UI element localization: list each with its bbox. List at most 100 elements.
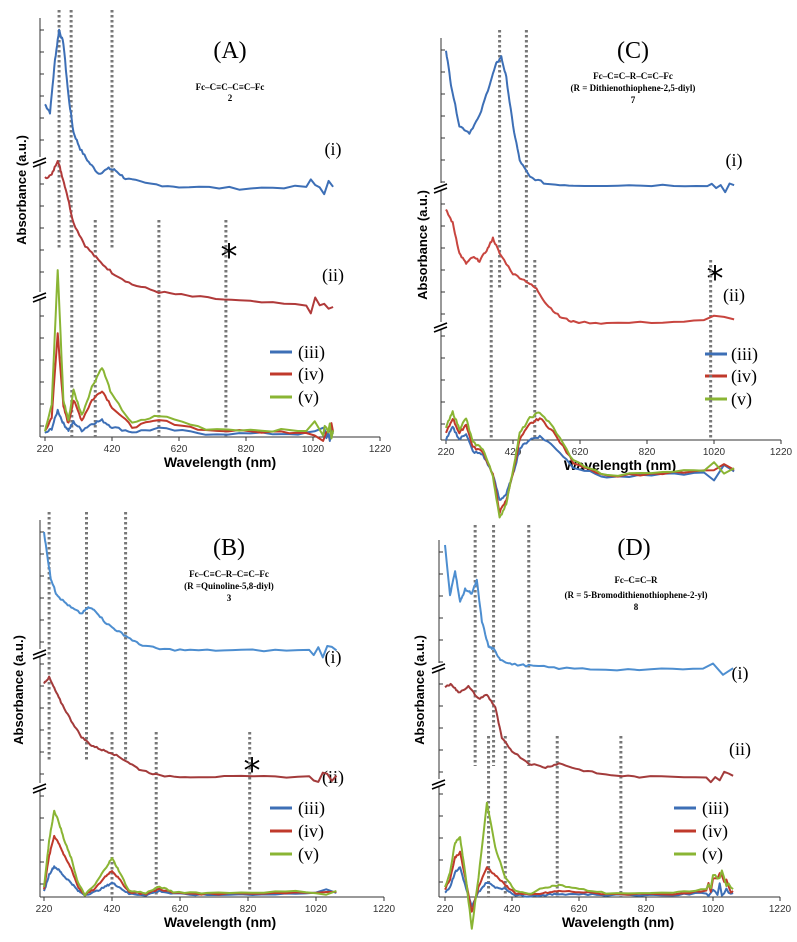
panel-b-axis-break-mark <box>32 649 47 656</box>
panel-d-series-ii <box>444 682 734 784</box>
panel-a-series-iii <box>44 408 335 442</box>
panel-d-axis-break-mark <box>431 663 446 670</box>
panel-c-compound-formula: Fc–C≡C–R–C≡C–Fc <box>593 71 673 81</box>
panel-b-legend-label-iii: (iii) <box>298 798 325 819</box>
panel-d-title: (D) <box>617 535 650 561</box>
panel-d-compound-formula: Fc–C≡C–R <box>614 575 658 585</box>
panel-b-title: (B) <box>213 535 245 561</box>
panel-c-series-v <box>445 410 735 519</box>
panel-b-axis-break-mark <box>32 783 47 790</box>
panel-b-trace-label-ii: (ii) <box>322 767 344 788</box>
panel-a-x-tick: 420 <box>104 444 121 455</box>
panel-b-trace-label-i: (i) <box>325 647 342 668</box>
panel-b-series-i <box>43 531 338 659</box>
panel-a-series-i <box>44 28 334 196</box>
panel-c-x-tick: 220 <box>438 447 455 458</box>
panel-c-axis-break-mark <box>433 322 448 329</box>
panel-a-x-tick: 620 <box>171 444 188 455</box>
panel-c-legend-label-iii: (iii) <box>731 344 758 365</box>
panel-b-axis-break-mark <box>32 787 47 794</box>
panel-d-axis-break-mark <box>431 783 446 790</box>
panel-d-x-tick: 620 <box>571 904 588 915</box>
panel-c-x-tick: 420 <box>505 447 522 458</box>
panel-d-x-tick: 820 <box>638 904 655 915</box>
panel-a-star-marker: * <box>221 237 238 277</box>
panel-d-series-v <box>444 801 734 930</box>
panel-b-x-axis-label: Wavelength (nm) <box>164 914 276 930</box>
panel-a-x-tick: 1220 <box>369 444 392 455</box>
panel-d-y-axis-label: Absorbance (a.u.) <box>412 635 427 745</box>
panel-a-legend-label-v: (v) <box>298 387 319 408</box>
panel-c-x-tick: 620 <box>572 447 589 458</box>
panel-d-series-i <box>444 544 734 676</box>
panel-c-legend-label-v: (v) <box>731 389 752 410</box>
panel-a-axis-break-mark <box>32 157 47 164</box>
panel-c-trace-label-i: (i) <box>726 150 743 171</box>
panel-d-x-axis-label: Wavelength (nm) <box>562 914 674 930</box>
panel-c-title: (C) <box>617 38 649 64</box>
panel-a-legend-label-iv: (iv) <box>298 364 324 385</box>
panel-b-x-tick: 1220 <box>373 904 396 915</box>
panel-c-compound-substituent: (R = Dithienothiophene-2,5-diyl) <box>571 83 696 93</box>
panel-c-x-tick: 820 <box>639 447 656 458</box>
panel-c-series-i <box>445 50 735 194</box>
panel-b-series-ii <box>43 675 338 783</box>
panel-d-axis-break-mark <box>431 779 446 786</box>
panel-d-x-tick: 220 <box>437 904 454 915</box>
panel-c-legend-label-iv: (iv) <box>731 366 757 387</box>
plot-layer <box>32 10 782 930</box>
panel-d-x-tick: 1220 <box>769 904 792 915</box>
panel-c-x-tick: 1020 <box>703 447 726 458</box>
panel-b-compound-formula: Fc–C≡C–R–C≡C–Fc <box>189 569 269 579</box>
panel-d-x-tick: 420 <box>504 904 521 915</box>
panel-b-x-tick: 420 <box>104 904 121 915</box>
panel-d-trace-label-i: (i) <box>732 663 749 684</box>
panel-b-x-tick: 820 <box>240 904 257 915</box>
panel-c-compound-number: 7 <box>631 95 636 105</box>
panel-a-compound-formula: Fc–C≡C–C≡C–Fc <box>196 82 265 92</box>
panel-b-star-marker: * <box>244 751 261 791</box>
panel-d-trace-label-ii: (ii) <box>729 739 751 760</box>
panel-c-y-axis-label: Absorbance (a.u.) <box>415 190 430 300</box>
panel-a-x-tick: 1020 <box>302 444 325 455</box>
panel-c-axis-break-mark <box>433 326 448 333</box>
panel-a-y-axis-label: Absorbance (a.u.) <box>14 135 29 245</box>
panel-a-axis-break-mark <box>32 292 47 299</box>
panel-d-compound-number: 8 <box>634 602 639 612</box>
panel-a-x-axis-label: Wavelength (nm) <box>164 454 276 470</box>
panel-b-y-axis-label: Absorbance (a.u.) <box>11 635 26 745</box>
panel-c-x-tick: 1220 <box>770 447 793 458</box>
panel-a-legend-label-iii: (iii) <box>298 342 325 363</box>
panel-b-compound-number: 3 <box>227 593 232 603</box>
panel-a-x-tick: 220 <box>37 444 54 455</box>
panel-a-compound-number: 2 <box>228 93 233 103</box>
panel-b-compound-substituent: (R =Quinoline-5,8-diyl) <box>184 581 274 591</box>
panel-b-axis-break-mark <box>32 653 47 660</box>
panel-b: (B) Fc–C≡C–R–C≡C–Fc (R =Quinoline-5,8-di… <box>11 535 396 930</box>
panel-b-x-tick: 1020 <box>305 904 328 915</box>
panel-d-legend-label-iv: (iv) <box>702 821 728 842</box>
panel-c-trace-label-ii: (ii) <box>723 285 745 306</box>
panel-a-x-tick: 820 <box>238 444 255 455</box>
panel-d: (D) Fc–C≡C–R (R = 5-Bromodithienothiophe… <box>412 535 792 930</box>
panel-a-trace-label-ii: (ii) <box>322 265 344 286</box>
panel-b-legend-label-iv: (iv) <box>298 821 324 842</box>
panel-a-trace-label-i: (i) <box>325 139 342 160</box>
panel-d-legend-label-v: (v) <box>702 844 723 865</box>
panel-c-star-marker: * <box>707 259 724 299</box>
panel-d-legend-label-iii: (iii) <box>702 798 729 819</box>
panel-a-series-ii <box>44 160 334 315</box>
panel-c-axis-break-mark <box>433 183 448 190</box>
panel-a-series-v <box>44 269 335 440</box>
panel-d-axis-break-mark <box>431 667 446 674</box>
panel-d-series-iv <box>444 850 734 913</box>
panel-c-series-ii <box>445 208 735 325</box>
panel-b-x-tick: 620 <box>172 904 189 915</box>
panel-c: (C) Fc–C≡C–R–C≡C–Fc (R = Dithienothiophe… <box>415 38 793 473</box>
panel-a-title: (A) <box>213 38 246 64</box>
panel-b-legend-label-v: (v) <box>298 844 319 865</box>
panel-c-axis-break-mark <box>433 187 448 194</box>
panel-b-x-tick: 220 <box>36 904 53 915</box>
panel-a-axis-break-mark <box>32 296 47 303</box>
